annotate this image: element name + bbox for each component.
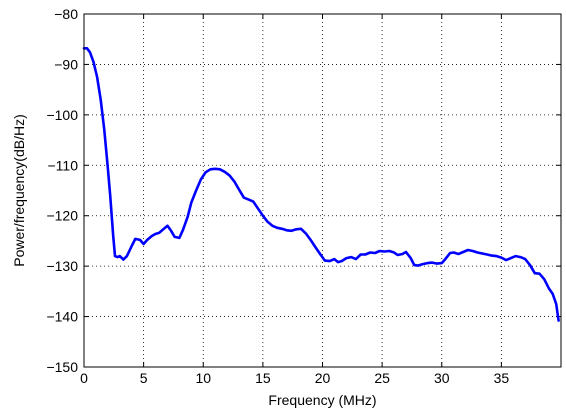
x-tick-label: 15 xyxy=(255,370,271,386)
x-tick-label: 0 xyxy=(80,370,88,386)
x-tick-label: 25 xyxy=(374,370,390,386)
y-tick-label: −100 xyxy=(46,107,78,123)
y-tick-label: −150 xyxy=(46,359,78,375)
x-tick-labels: 0 5 10 15 20 25 30 35 xyxy=(80,370,509,386)
y-tick-label: −90 xyxy=(54,56,78,72)
x-tick-label: 30 xyxy=(434,370,450,386)
y-tick-label: −140 xyxy=(46,309,78,325)
y-tick-labels: −150 −140 −130 −120 −110 −100 −90 −80 xyxy=(46,6,78,375)
axis-ticks xyxy=(83,13,561,368)
x-tick-label: 10 xyxy=(195,370,211,386)
plot-frame xyxy=(83,13,562,368)
y-axis-label: Power/frequency(dB/Hz) xyxy=(11,114,27,267)
y-tick-label: −130 xyxy=(46,258,78,274)
y-tick-label: −80 xyxy=(54,6,78,22)
x-tick-label: 35 xyxy=(494,370,510,386)
series-line xyxy=(82,47,560,322)
y-tick-label: −120 xyxy=(46,208,78,224)
x-tick-label: 5 xyxy=(140,370,148,386)
x-axis-label: Frequency (MHz) xyxy=(268,392,376,408)
y-tick-label: −110 xyxy=(48,157,79,173)
grid-lines xyxy=(84,14,561,367)
x-tick-label: 20 xyxy=(315,370,331,386)
